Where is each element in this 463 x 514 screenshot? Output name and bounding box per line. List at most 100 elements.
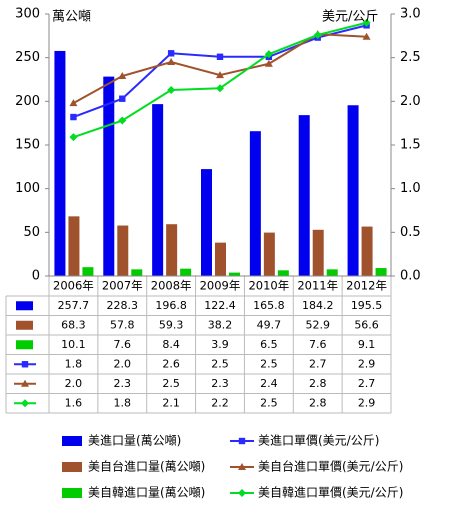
table-cell: 10.1 [61, 338, 86, 351]
point-1-2008年 [167, 50, 175, 57]
table-key-marker [21, 399, 29, 408]
bar-2-2006年 [68, 216, 80, 276]
point-2-2006年 [69, 99, 78, 107]
table-cell: 184.2 [302, 299, 334, 312]
table-cell: 1.6 [65, 396, 83, 409]
point-2-2009年 [216, 71, 224, 79]
table-cell: 52.9 [305, 318, 330, 331]
left-tick-label: 250 [15, 50, 40, 65]
table-cell: 2.9 [358, 357, 376, 370]
left-tick-label: 150 [15, 138, 40, 153]
table-cell: 8.4 [162, 338, 180, 351]
table-cell: 2.3 [211, 377, 229, 390]
legend-label: 美自台進口單價(美元/公斤) [258, 459, 403, 474]
table-cell: 165.8 [253, 299, 285, 312]
table-cell: 2.7 [309, 357, 327, 370]
table-cell: 228.3 [107, 299, 139, 312]
left-tick-label: 0 [32, 269, 40, 284]
bar-1-2006年 [54, 50, 66, 276]
table-cell: 257.7 [58, 299, 90, 312]
right-tick-label: 2.0 [400, 94, 421, 109]
table-cell: 57.8 [110, 318, 135, 331]
table-cell: 38.2 [208, 318, 233, 331]
point-1-2009年 [216, 53, 224, 60]
bar-3-2007年 [131, 269, 143, 276]
table-key-bar [16, 301, 33, 311]
bar-2-2010年 [263, 232, 275, 276]
bar-3-2008年 [180, 268, 192, 276]
left-axis-unit: 萬公噸 [52, 10, 91, 25]
point-2-2008年 [167, 58, 176, 66]
left-tick-label: 200 [15, 94, 40, 109]
point-3-2009年 [216, 84, 224, 93]
category-label: 2008年 [151, 279, 192, 293]
table-cell: 2.8 [309, 396, 327, 409]
legend-key-bar [62, 462, 82, 472]
right-tick-label: 1.0 [400, 181, 421, 196]
point-3-2012年 [362, 18, 371, 27]
point-3-2006年 [69, 133, 78, 142]
table-cell: 2.2 [211, 396, 229, 409]
table-key-marker [21, 379, 29, 387]
table-cell: 2.3 [114, 377, 132, 390]
line-series-2 [72, 33, 367, 104]
bar-1-2007年 [103, 76, 115, 276]
legend-label: 美自韓進口量(萬公噸) [88, 486, 205, 500]
table-cell: 196.8 [155, 299, 187, 312]
table-cell: 7.6 [309, 338, 327, 351]
table-cell: 2.5 [260, 396, 278, 409]
table-cell: 2.7 [358, 377, 376, 390]
bar-1-2010年 [249, 131, 261, 276]
bar-1-2012年 [347, 105, 359, 276]
table-cell: 2.4 [260, 377, 278, 390]
bar-1-2008年 [152, 104, 164, 277]
legend-label: 美進口單價(美元/公斤) [258, 434, 379, 448]
table-cell: 195.5 [351, 299, 383, 312]
bar-2-2011年 [312, 229, 324, 276]
right-tick-label: 2.5 [400, 50, 421, 65]
table-cell: 2.1 [162, 396, 180, 409]
legend-key-marker [238, 489, 246, 497]
table-key-marker [21, 361, 29, 368]
legend-key-marker [238, 437, 246, 445]
table-cell: 2.0 [65, 377, 83, 390]
table-cell: 2.8 [309, 377, 327, 390]
table-cell: 2.5 [162, 377, 180, 390]
table-key-bar [16, 340, 33, 350]
table-cell: 68.3 [61, 318, 86, 331]
point-2-2012年 [362, 32, 371, 40]
legend-label: 美進口量(萬公噸) [88, 434, 181, 448]
bar-2-2012年 [361, 226, 373, 276]
line-series-3 [73, 21, 367, 139]
legend-key-bar [62, 488, 82, 498]
legend-label: 美自台進口量(萬公噸) [88, 459, 205, 474]
right-tick-label: 3.0 [400, 7, 421, 22]
table-cell: 2.6 [162, 357, 180, 370]
point-3-2011年 [313, 30, 322, 39]
bar-2-2008年 [166, 224, 178, 276]
bar-3-2011年 [326, 269, 338, 276]
table-cell: 49.7 [257, 318, 282, 331]
category-label: 2009年 [200, 279, 241, 293]
category-label: 2011年 [297, 279, 338, 293]
table-cell: 1.8 [114, 396, 132, 409]
table-cell: 2.5 [260, 357, 278, 370]
bar-3-2006年 [82, 267, 94, 276]
bar-3-2009年 [229, 272, 240, 276]
category-label: 2007年 [102, 279, 143, 293]
category-label: 2006年 [53, 279, 94, 293]
category-label: 2010年 [248, 279, 289, 293]
legend-key-bar [62, 436, 82, 446]
bar-2-2007年 [117, 225, 129, 276]
right-tick-label: 0.0 [400, 269, 421, 284]
legend-key-marker [238, 463, 246, 470]
point-1-2006年 [70, 113, 77, 121]
right-tick-label: 0.5 [400, 225, 421, 240]
point-3-2007年 [118, 116, 127, 125]
bar-3-2010年 [277, 270, 289, 276]
table-cell: 122.4 [204, 299, 236, 312]
table-key-bar [16, 320, 33, 330]
point-1-2007年 [119, 95, 126, 102]
point-3-2010年 [264, 50, 273, 59]
